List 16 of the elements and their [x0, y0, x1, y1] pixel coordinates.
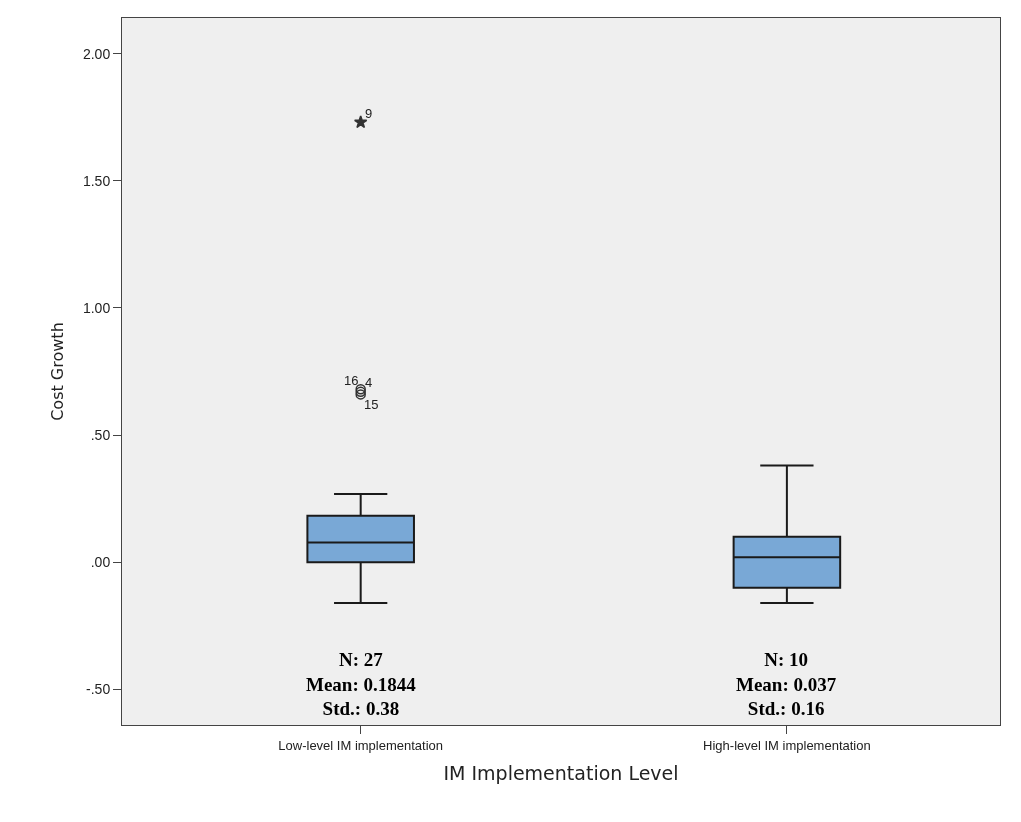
- y-tick-label: .00: [90, 554, 111, 571]
- annotation: N: 10 Mean: 0.037 Std.: 0.16: [736, 649, 837, 720]
- y-axis-title: Cost Growth: [47, 322, 67, 421]
- annotation: N: 27 Mean: 0.1844 Std.: 0.38: [306, 649, 417, 720]
- y-tick-label: -.50: [86, 681, 111, 698]
- x-tick-label: Low-level IM implementation: [278, 737, 444, 753]
- annotation: 9: [365, 106, 373, 121]
- annotation: 4: [365, 375, 373, 390]
- x-axis-title: IM Implementation Level: [443, 762, 679, 785]
- y-tick-label: .50: [90, 426, 111, 443]
- y-tick-label: 2.00: [82, 45, 111, 62]
- x-tick-label: High-level IM implementation: [703, 737, 871, 753]
- y-tick-label: 1.00: [82, 299, 111, 316]
- annotation: 16: [344, 373, 359, 388]
- annotation: 15: [364, 397, 379, 412]
- y-tick-label: 1.50: [82, 172, 111, 189]
